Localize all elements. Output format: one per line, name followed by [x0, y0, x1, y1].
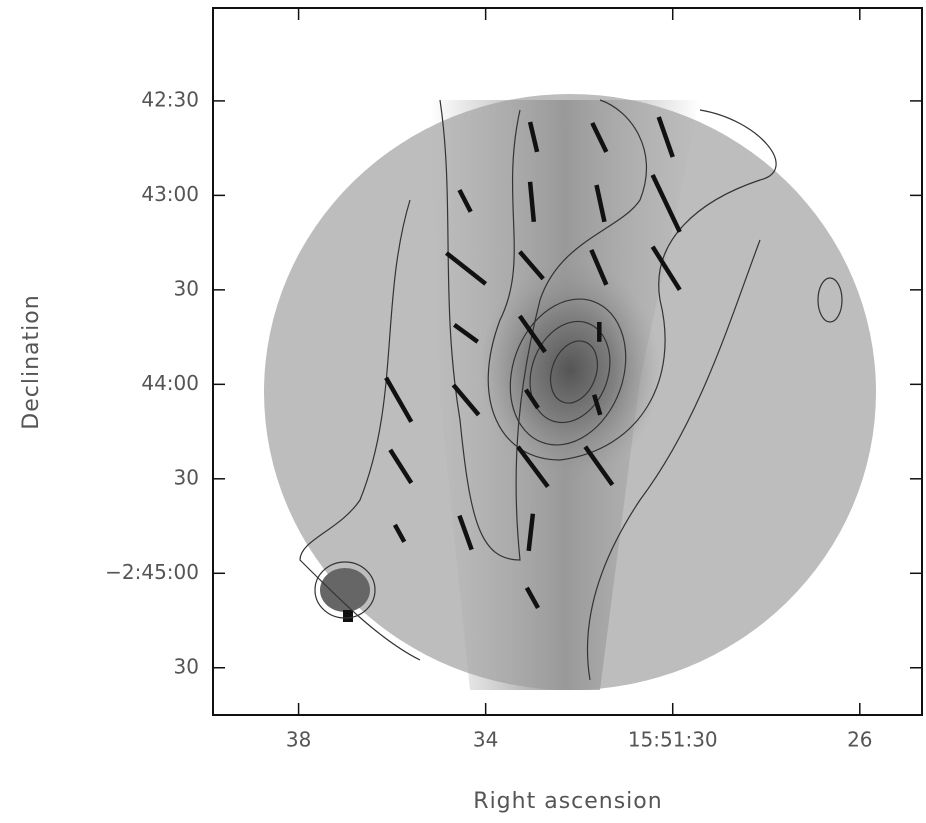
page: {"chart_data": {"type": "vector-map", "x… [0, 0, 926, 819]
y-axis-title: Declination [19, 294, 44, 429]
y-tick-label: 42:30 [141, 87, 199, 111]
y-tick-label: −2:45:00 [105, 560, 199, 584]
x-tick-label: 38 [286, 728, 311, 752]
x-tick-label: 26 [847, 728, 872, 752]
x-tick-label: 34 [473, 728, 498, 752]
x-tick-label: 15:51:30 [628, 728, 718, 752]
y-tick-label: 30 [174, 654, 199, 678]
y-tick-label: 30 [174, 276, 199, 300]
y-tick-label: 30 [174, 465, 199, 489]
y-tick-label: 43:00 [141, 182, 199, 206]
y-tick-label: 44:00 [141, 371, 199, 395]
x-axis-title: Right ascension [473, 789, 662, 814]
intensity-map [264, 94, 876, 690]
chart: Right ascension Declination 38 34 15:51:30… [0, 0, 926, 819]
